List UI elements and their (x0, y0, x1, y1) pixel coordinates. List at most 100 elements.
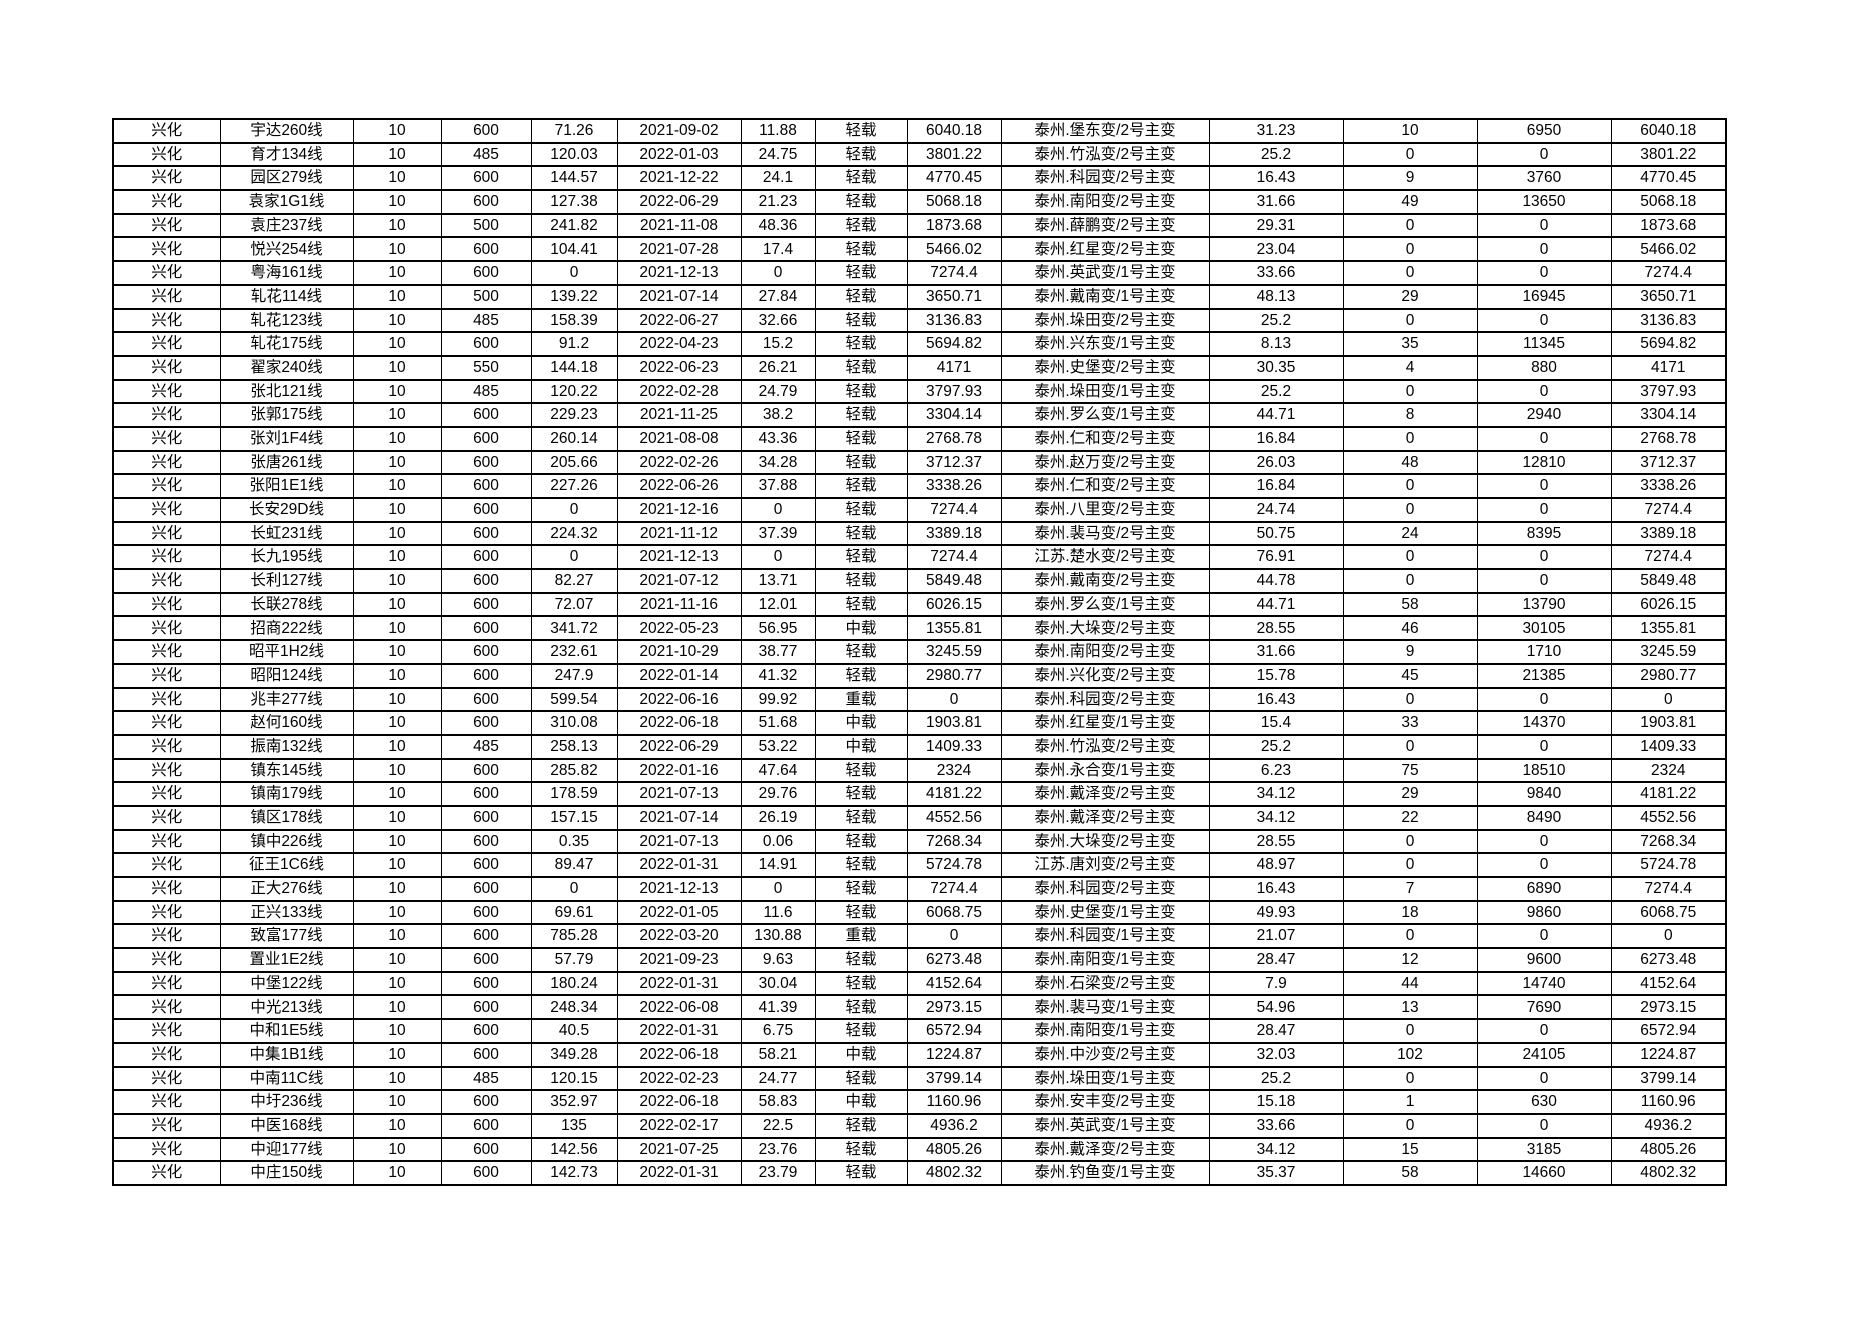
cell-load-level: 轻载 (814, 1136, 908, 1163)
cell-line-name: 张阳1E1线 (219, 473, 354, 499)
cell-date: 2022-01-31 (616, 852, 742, 878)
cell-load-level: 轻载 (814, 283, 908, 310)
cell-voltage: 10 (352, 662, 442, 689)
cell-region: 兴化 (112, 615, 221, 642)
cell-load-rate: 17.4 (740, 236, 816, 263)
cell-region: 兴化 (112, 236, 221, 263)
cell-date: 2021-12-13 (616, 260, 742, 286)
cell-line-name: 昭阳124线 (219, 662, 354, 689)
cell-quantity: 0 (1476, 1112, 1612, 1139)
cell-load-value: 0 (530, 544, 618, 571)
cell-count: 75 (1342, 757, 1478, 784)
cell-rate-percent: 48.13 (1208, 283, 1344, 310)
table-row: 兴化 轧花123线 10 485 158.39 2022-06-27 32.66 轻载 3136… (112, 307, 1727, 334)
cell-energy-value-dup: 5068.18 (1610, 189, 1727, 215)
cell-rate-percent: 35.37 (1208, 1160, 1344, 1186)
cell-load-rate: 27.84 (740, 283, 816, 310)
cell-region: 兴化 (112, 189, 221, 215)
table-row: 兴化 粤海161线 10 600 0 2021-12-13 0 轻载 7274.4 泰州.英武变/… (112, 260, 1727, 286)
cell-capacity: 485 (440, 307, 532, 334)
cell-voltage: 10 (352, 1136, 442, 1163)
cell-region: 兴化 (112, 1136, 221, 1163)
cell-count: 24 (1342, 520, 1478, 547)
cell-quantity: 0 (1476, 473, 1612, 499)
cell-line-name: 翟家240线 (219, 354, 354, 381)
cell-load-rate: 0.06 (740, 828, 816, 855)
cell-line-name: 轧花175线 (219, 331, 354, 357)
cell-load-level: 轻载 (814, 970, 908, 997)
cell-energy-value: 4171 (906, 354, 1002, 381)
table-row: 兴化 置业1E2线 10 600 57.79 2021-09-23 9.63 轻载 6273.4… (112, 947, 1727, 973)
cell-capacity: 600 (440, 568, 532, 594)
cell-load-level: 轻载 (814, 473, 908, 499)
cell-load-level: 轻载 (814, 189, 908, 215)
cell-line-name: 育才134线 (219, 141, 354, 168)
cell-region: 兴化 (112, 757, 221, 784)
cell-energy-value-dup: 4181.22 (1610, 781, 1727, 807)
cell-quantity: 13790 (1476, 591, 1612, 618)
cell-load-value: 139.22 (530, 283, 618, 310)
cell-date: 2022-02-28 (616, 378, 742, 405)
cell-substation: 泰州.八里变/2号主变 (1000, 497, 1210, 523)
cell-rate-percent: 34.12 (1208, 1136, 1344, 1163)
cell-load-rate: 29.76 (740, 781, 816, 807)
cell-substation: 泰州.赵万变/2号主变 (1000, 449, 1210, 476)
cell-quantity: 14660 (1476, 1160, 1612, 1186)
cell-voltage: 10 (352, 947, 442, 973)
cell-line-name: 长九195线 (219, 544, 354, 571)
cell-rate-percent: 31.23 (1208, 118, 1344, 144)
cell-quantity: 0 (1476, 497, 1612, 523)
cell-date: 2021-12-22 (616, 165, 742, 192)
cell-count: 0 (1342, 497, 1478, 523)
cell-quantity: 0 (1476, 852, 1612, 878)
cell-rate-percent: 15.18 (1208, 1089, 1344, 1115)
cell-load-value: 89.47 (530, 852, 618, 878)
cell-capacity: 550 (440, 354, 532, 381)
cell-date: 2021-07-25 (616, 1136, 742, 1163)
cell-energy-value-dup: 7268.34 (1610, 828, 1727, 855)
cell-energy-value: 4936.2 (906, 1112, 1002, 1139)
cell-energy-value: 4805.26 (906, 1136, 1002, 1163)
cell-region: 兴化 (112, 947, 221, 973)
cell-capacity: 600 (440, 970, 532, 997)
cell-date: 2022-06-18 (616, 1089, 742, 1115)
cell-load-level: 轻载 (814, 852, 908, 878)
cell-substation: 泰州.戴南变/1号主变 (1000, 283, 1210, 310)
cell-voltage: 10 (352, 876, 442, 902)
cell-load-rate: 47.64 (740, 757, 816, 784)
cell-quantity: 16945 (1476, 283, 1612, 310)
cell-quantity: 21385 (1476, 662, 1612, 689)
cell-line-name: 镇中226线 (219, 828, 354, 855)
cell-date: 2021-12-13 (616, 876, 742, 902)
cell-line-name: 中圩236线 (219, 1089, 354, 1115)
cell-voltage: 10 (352, 615, 442, 642)
cell-line-name: 中和1E5线 (219, 1018, 354, 1044)
table-row: 兴化 张唐261线 10 600 205.66 2022-02-26 34.28 轻载 3712… (112, 449, 1727, 476)
cell-line-name: 中迎177线 (219, 1136, 354, 1163)
cell-load-value: 72.07 (530, 591, 618, 618)
cell-count: 0 (1342, 212, 1478, 239)
cell-line-name: 置业1E2线 (219, 947, 354, 973)
cell-substation: 泰州.罗么变/1号主变 (1000, 591, 1210, 618)
cell-substation: 泰州.垛田变/2号主变 (1000, 307, 1210, 334)
cell-energy-value: 1355.81 (906, 615, 1002, 642)
cell-region: 兴化 (112, 165, 221, 192)
cell-energy-value-dup: 4770.45 (1610, 165, 1727, 192)
cell-date: 2021-11-08 (616, 212, 742, 239)
cell-load-rate: 9.63 (740, 947, 816, 973)
table-row: 兴化 张阳1E1线 10 600 227.26 2022-06-26 37.88 轻载 3338… (112, 473, 1727, 499)
table-row: 兴化 长九195线 10 600 0 2021-12-13 0 轻载 7274.4 江苏.楚水变/… (112, 544, 1727, 571)
cell-load-value: 158.39 (530, 307, 618, 334)
cell-voltage: 10 (352, 189, 442, 215)
cell-energy-value-dup: 1873.68 (1610, 212, 1727, 239)
cell-load-rate: 26.21 (740, 354, 816, 381)
cell-load-level: 重载 (814, 923, 908, 950)
cell-region: 兴化 (112, 520, 221, 547)
cell-line-name: 致富177线 (219, 923, 354, 950)
cell-quantity: 0 (1476, 828, 1612, 855)
cell-energy-value: 6040.18 (906, 118, 1002, 144)
cell-capacity: 600 (440, 686, 532, 713)
cell-energy-value: 2973.15 (906, 994, 1002, 1021)
cell-energy-value: 2768.78 (906, 425, 1002, 452)
cell-substation: 泰州.兴东变/1号主变 (1000, 331, 1210, 357)
